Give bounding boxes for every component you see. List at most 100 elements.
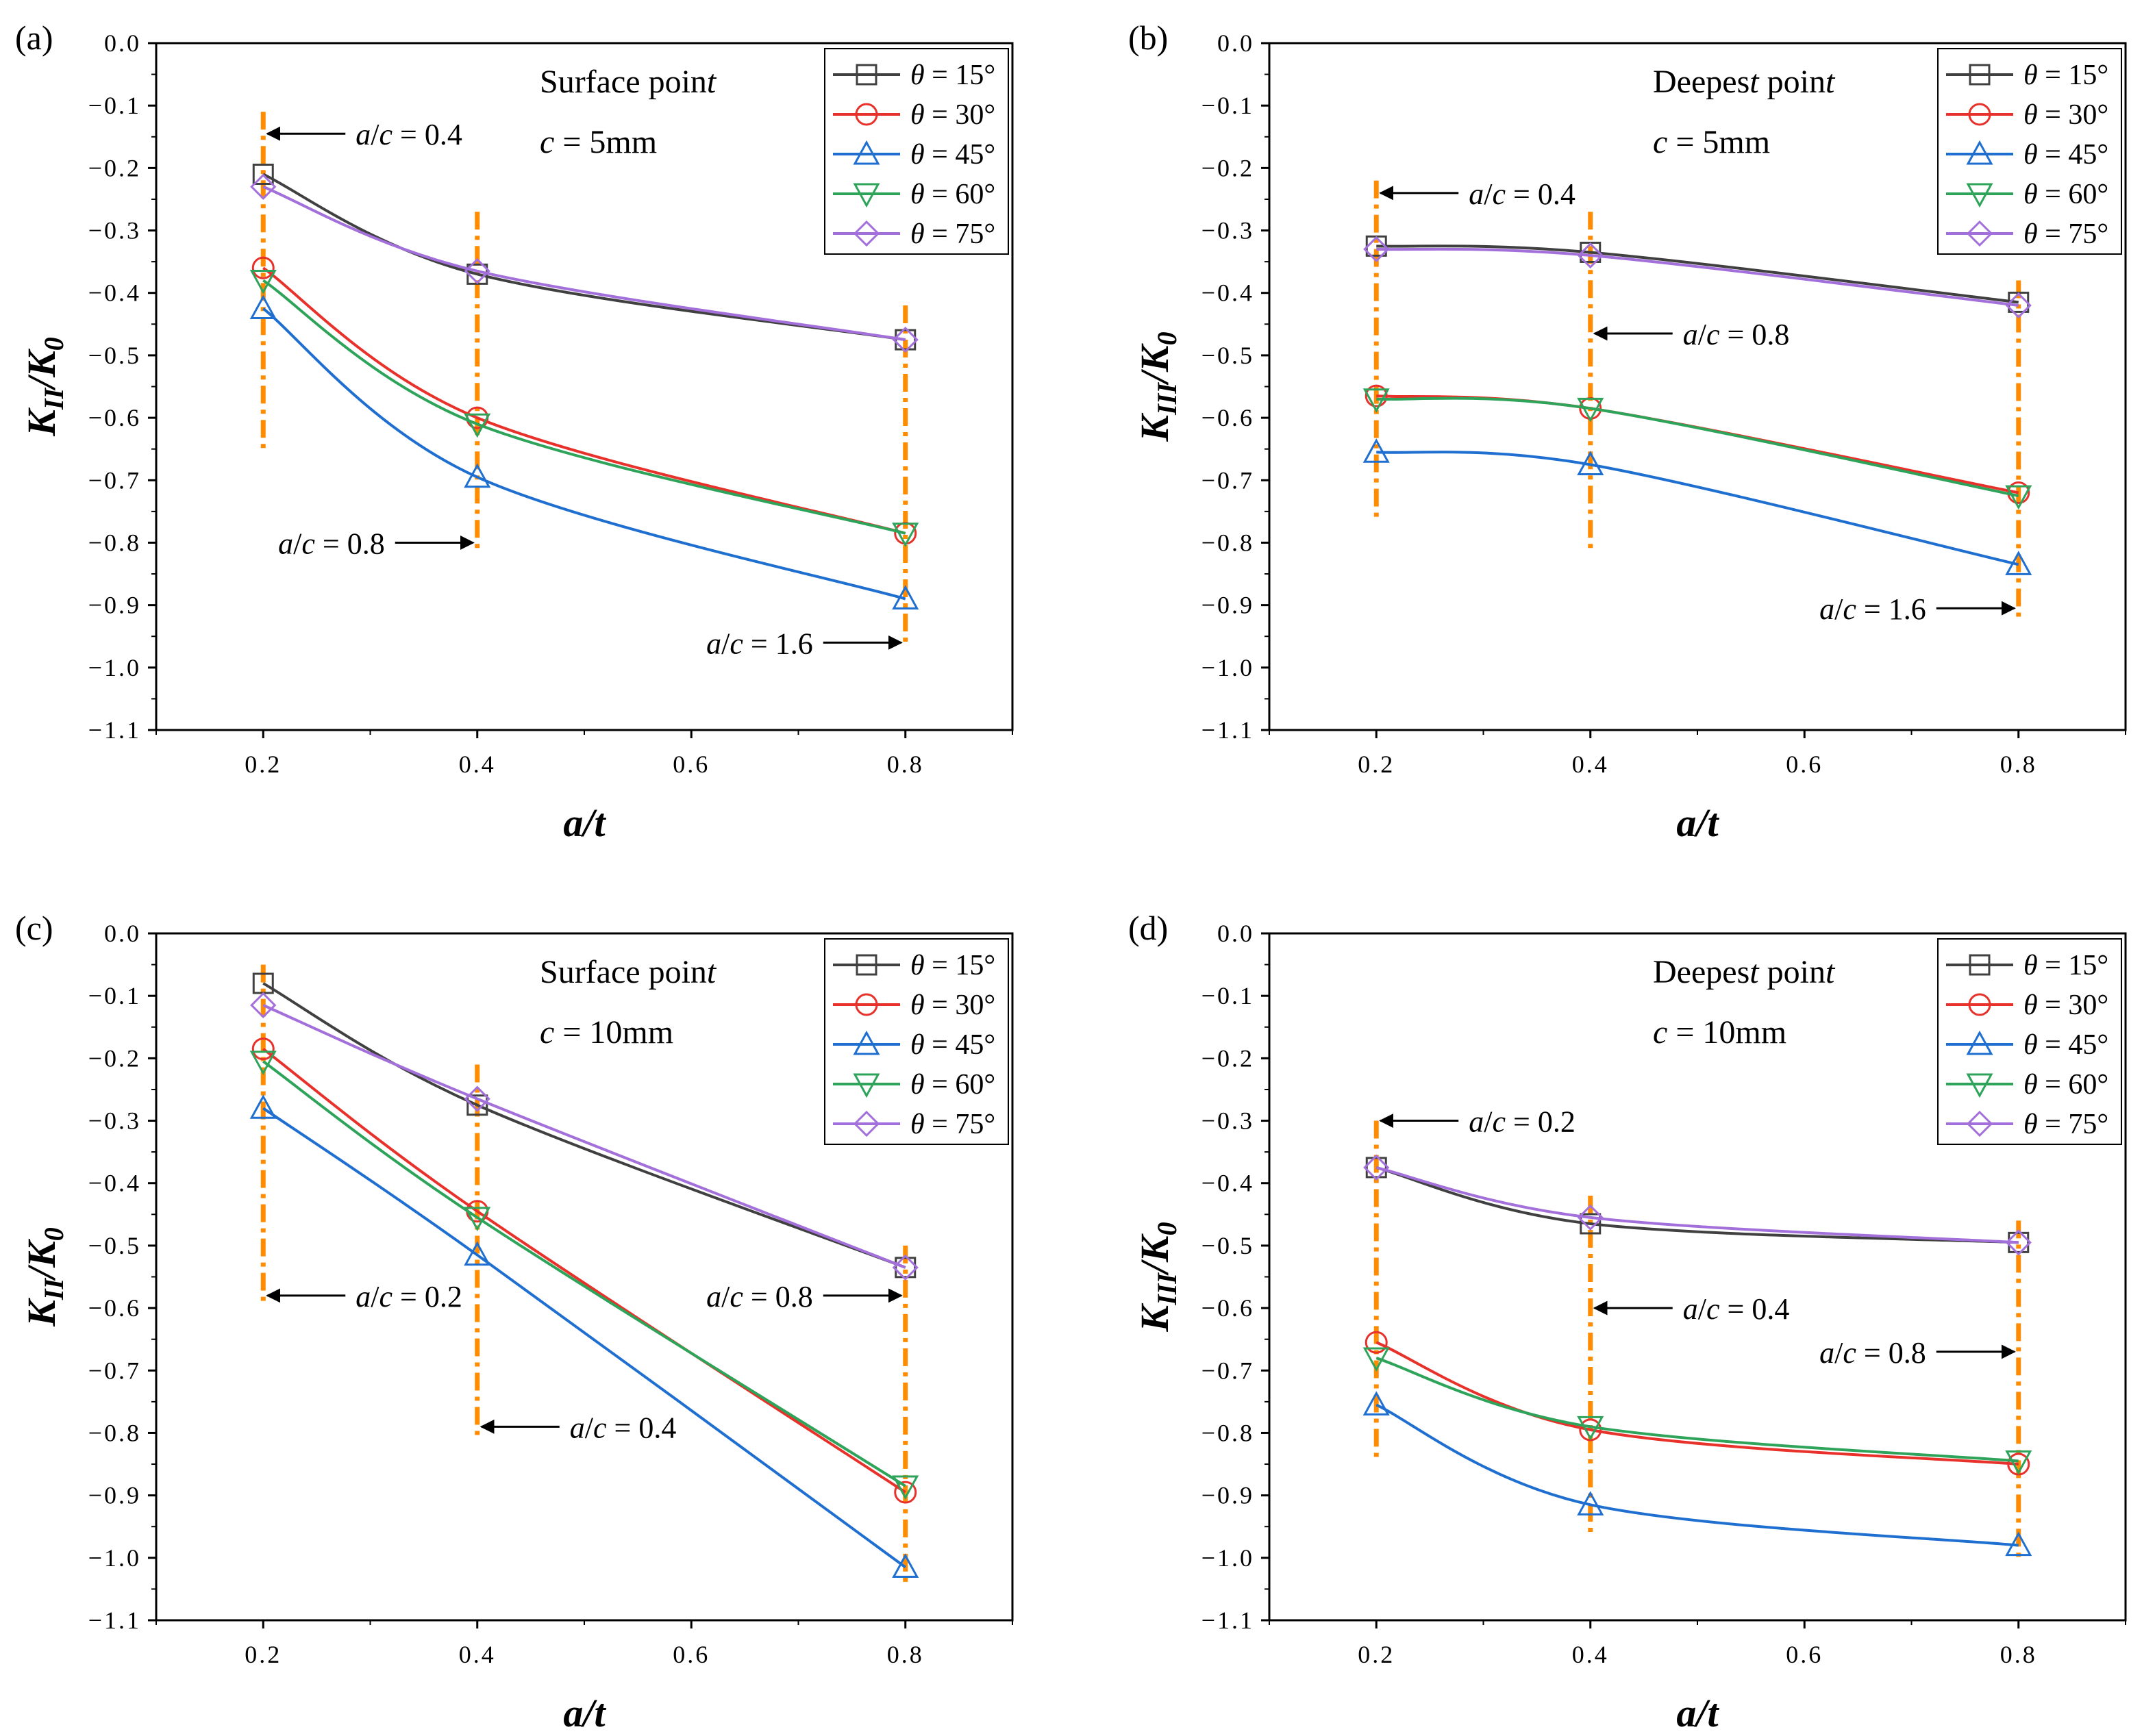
y-tick-label: −0.3: [1201, 1107, 1254, 1135]
legend-box: [824, 48, 1009, 255]
series-point: [249, 294, 277, 320]
series-point: [464, 1207, 491, 1231]
ac-label: a/c = 0.4: [356, 118, 462, 151]
legend-marker: [855, 103, 878, 126]
series-line: [1376, 247, 2019, 307]
series-point: [464, 1241, 491, 1266]
y-tick-label: −1.1: [88, 1607, 141, 1634]
series-line: [1376, 451, 2019, 566]
legend-marker: [1966, 1110, 1993, 1137]
y-tick-label: −0.9: [1201, 592, 1254, 619]
legend-entry: θ = 45°: [2023, 139, 2108, 171]
chart-panel: (d) 0.0 −0.1 −0.2 −0.3 −0.4 −0.5 −0.6 −0.7 −0.8 −0…: [1128, 909, 2127, 1735]
y-tick-label: −0.9: [1201, 1482, 1254, 1509]
legend-marker: [1968, 993, 1991, 1016]
series-point: [464, 463, 491, 488]
x-tick-label: 0.4: [1572, 751, 1609, 778]
x-tick-label: 0.4: [459, 1641, 496, 1668]
series-point: [2005, 551, 2032, 575]
y-tick-label: −0.7: [1201, 1357, 1254, 1384]
series-line: [262, 307, 906, 601]
y-tick-label: −0.9: [88, 1482, 141, 1509]
series-point: [464, 257, 490, 284]
x-tick-label: 0.6: [1786, 751, 1823, 778]
y-tick-label: −0.1: [1201, 982, 1254, 1009]
series-point: [464, 1085, 490, 1112]
ac-label: a/c = 0.2: [1469, 1105, 1575, 1139]
legend-box: [1937, 48, 2122, 255]
y-tick-label: −0.5: [1201, 1232, 1254, 1259]
ac-label: a/c = 0.8: [278, 527, 385, 560]
ac-label: a/c = 0.4: [570, 1411, 677, 1444]
series-line: [1376, 244, 2019, 304]
x-axis-title: a/t: [1676, 1691, 1719, 1735]
y-axis-title: KIII/K0: [1132, 1222, 1182, 1332]
series-point: [250, 992, 277, 1018]
legend-entry: θ = 45°: [910, 1029, 995, 1061]
y-tick-label: −0.2: [88, 154, 141, 181]
series-point: [1577, 242, 1604, 269]
y-tick-label: −0.7: [88, 1357, 141, 1384]
legend-entry: θ = 75°: [910, 1109, 995, 1140]
series-line: [1376, 394, 2019, 494]
y-tick-label: −0.2: [1201, 1044, 1254, 1072]
series-line: [262, 279, 906, 535]
legend-marker: [1966, 1073, 1993, 1098]
x-tick-label: 0.2: [1358, 1641, 1395, 1668]
x-axis-title: a/t: [1676, 801, 1719, 845]
x-tick-label: 0.8: [887, 1641, 924, 1668]
series-point: [2005, 292, 2032, 319]
y-tick-label: −0.1: [88, 982, 141, 1009]
x-tick-label: 0.6: [673, 1641, 710, 1668]
series-point: [1365, 384, 1388, 407]
legend-marker: [1966, 1030, 1993, 1055]
legend-marker: [853, 1110, 880, 1137]
legend-entry: θ = 60°: [910, 179, 995, 210]
series-point: [892, 1553, 919, 1578]
series-line: [1375, 1341, 2019, 1466]
annotation-c-value: c = 10mm: [540, 1014, 673, 1051]
panel-label: (a): [15, 18, 53, 57]
y-tick-label: −0.6: [1201, 404, 1254, 431]
series-line: [262, 1004, 906, 1269]
y-tick-label: −1.1: [88, 716, 141, 744]
x-tick-label: 0.4: [1572, 1641, 1609, 1668]
legend-box: [824, 938, 1009, 1145]
series-point: [1362, 1347, 1390, 1372]
legend-entry: θ = 45°: [910, 139, 995, 171]
legend-entry: θ = 15°: [2023, 60, 2108, 91]
legend-entry: θ = 60°: [910, 1069, 995, 1100]
y-tick-label: −0.2: [1201, 154, 1254, 181]
y-axis-title: KII/K0: [19, 337, 69, 437]
y-tick-label: −1.1: [1201, 1607, 1254, 1634]
series-point: [1363, 236, 1390, 263]
series-point: [464, 413, 491, 438]
x-tick-label: 0.8: [2000, 751, 2037, 778]
series-point: [1362, 388, 1390, 413]
series-point: [2005, 1229, 2032, 1256]
ac-label: a/c = 0.8: [1819, 1336, 1926, 1370]
series-point: [1363, 1154, 1390, 1181]
y-tick-label: −0.3: [88, 1107, 141, 1135]
y-tick-label: −0.6: [1201, 1294, 1254, 1322]
legend-entry: θ = 30°: [910, 990, 995, 1021]
y-tick-label: −0.3: [1201, 217, 1254, 244]
legend-marker: [853, 1030, 880, 1055]
legend-entry: θ = 15°: [910, 60, 995, 91]
y-tick-label: −1.0: [1201, 1544, 1254, 1572]
legend-entry: θ = 15°: [910, 950, 995, 981]
legend-marker: [856, 954, 877, 976]
chart-panel: (c) 0.0 −0.1 −0.2 −0.3 −0.4 −0.5 −0.6 −0.7 −0.8 −0…: [15, 909, 1014, 1735]
y-tick-label: −0.4: [88, 1170, 141, 1197]
series-point: [892, 326, 919, 353]
y-axis-title: KII/K0: [19, 1227, 69, 1327]
series-point: [892, 1475, 919, 1500]
ac-label: a/c = 1.6: [1819, 592, 1926, 626]
legend-marker: [855, 993, 878, 1016]
annotation-point-type: Surface point: [540, 64, 717, 100]
legend-entry: θ = 30°: [910, 99, 995, 131]
series-point: [1580, 1213, 1602, 1235]
chart-panel: (a) 0.0 −0.1 −0.2 −0.3 −0.4 −0.5 −0.6 −0.7 −0.8 −0…: [15, 18, 1014, 845]
ac-label: a/c = 0.4: [1469, 177, 1575, 211]
panel-label: (b): [1128, 18, 1168, 57]
